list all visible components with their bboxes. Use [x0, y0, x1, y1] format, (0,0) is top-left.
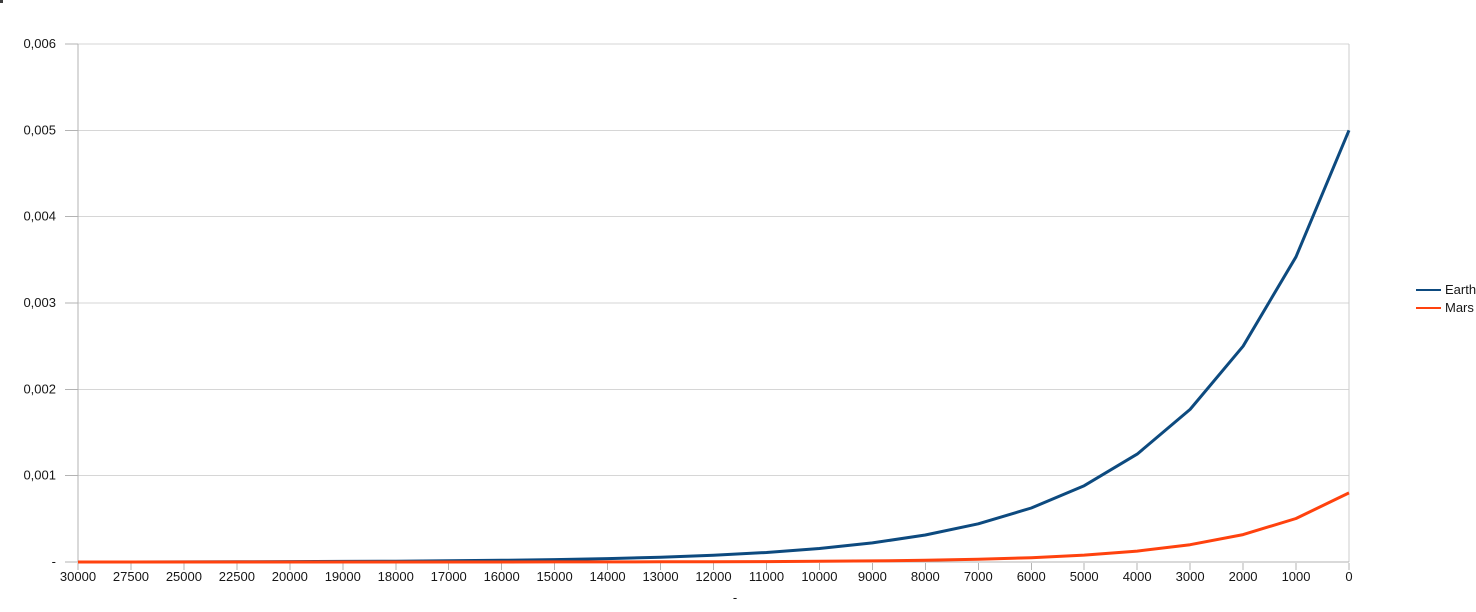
x-tick-label: 9000	[858, 569, 887, 584]
legend-item-earth[interactable]: Earth	[1416, 281, 1476, 299]
x-tick-label: 6000	[1017, 569, 1046, 584]
x-tick-label: 17000	[431, 569, 467, 584]
y-tick-label: 0,005	[23, 122, 56, 137]
chart-legend: Earth Mars	[1416, 281, 1476, 317]
x-tick-label: 13000	[642, 569, 678, 584]
y-tick-label: 0,004	[23, 209, 56, 224]
x-tick-label: 4000	[1123, 569, 1152, 584]
x-tick-label: 30000	[60, 569, 96, 584]
x-axis-title: -	[733, 590, 737, 605]
mars-legend-line-swatch	[1416, 307, 1441, 309]
x-tick-label: 16000	[484, 569, 520, 584]
x-tick-label: 19000	[325, 569, 361, 584]
x-tick-label: 15000	[537, 569, 573, 584]
earth-legend-line-swatch	[1416, 289, 1441, 291]
x-tick-label: 22500	[219, 569, 255, 584]
x-tick-label: 7000	[964, 569, 993, 584]
x-tick-label: 2000	[1229, 569, 1258, 584]
earth-series-line	[78, 129, 1351, 564]
y-tick-label: 0,002	[23, 381, 56, 396]
screen-corner-artifact	[0, 0, 3, 3]
x-tick-label: 8000	[911, 569, 940, 584]
x-tick-label: 14000	[590, 569, 626, 584]
x-tick-label: 10000	[801, 569, 837, 584]
x-tick-label: 18000	[378, 569, 414, 584]
y-tick-label: -	[52, 554, 56, 569]
x-tick-label: 27500	[113, 569, 149, 584]
x-tick-label: 3000	[1176, 569, 1205, 584]
x-tick-label: 1000	[1282, 569, 1311, 584]
y-tick-label: 0,001	[23, 468, 56, 483]
mars-series-line	[78, 491, 1350, 564]
x-tick-label: 25000	[166, 569, 202, 584]
y-tick-label: 0,006	[23, 36, 56, 51]
y-tick-label: 0,003	[23, 295, 56, 310]
legend-label: Mars	[1445, 300, 1474, 315]
legend-label: Earth	[1445, 282, 1476, 297]
x-tick-label: 11000	[749, 569, 784, 584]
x-tick-label: 12000	[695, 569, 731, 584]
x-tick-label: 20000	[272, 569, 308, 584]
legend-item-mars[interactable]: Mars	[1416, 299, 1476, 317]
x-tick-label: 5000	[1070, 569, 1099, 584]
x-tick-label: 0	[1345, 569, 1352, 584]
